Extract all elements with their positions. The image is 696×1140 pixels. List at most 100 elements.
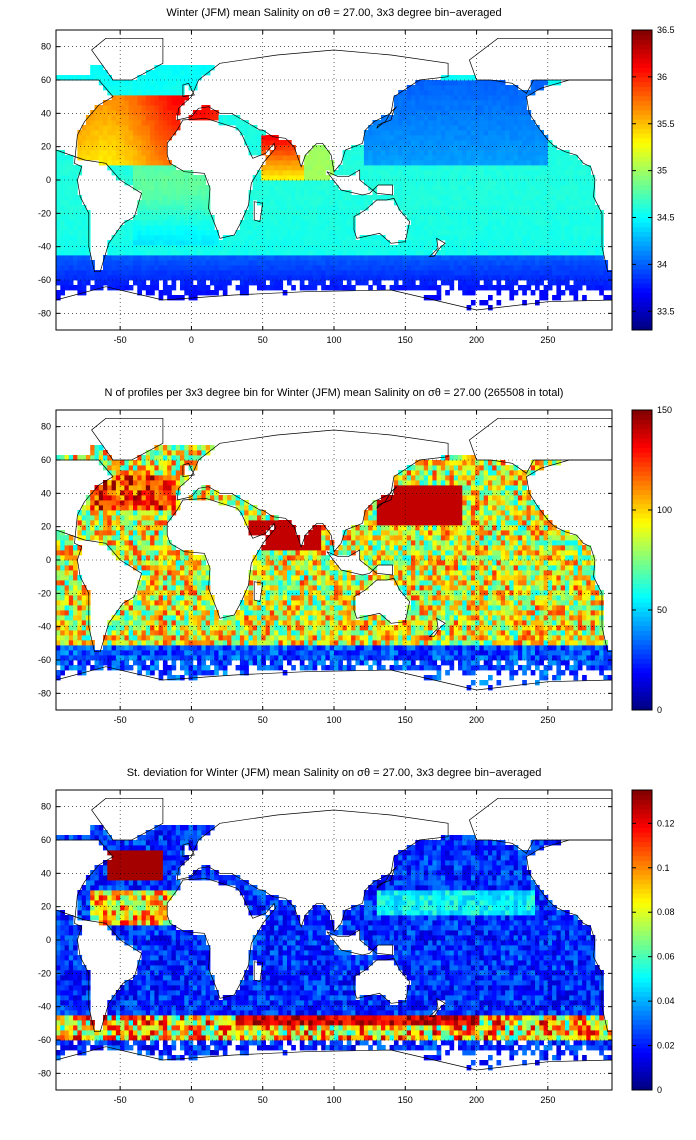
bin-cell	[398, 180, 403, 186]
bin-cell	[569, 290, 574, 296]
bin-cell	[103, 495, 108, 501]
bin-cell	[505, 165, 510, 171]
bin-cell	[73, 215, 78, 221]
bin-cell	[445, 75, 450, 81]
bin-cell	[124, 480, 130, 486]
bin-cell	[81, 260, 87, 266]
bin-cell	[154, 665, 160, 671]
bin-cell	[440, 210, 446, 216]
bin-cell	[257, 270, 262, 276]
bin-cell	[214, 290, 219, 296]
bin-cell	[449, 140, 455, 146]
bin-cell	[329, 200, 335, 206]
bin-cell	[522, 200, 527, 206]
bin-cell	[141, 485, 147, 491]
bin-cell	[85, 140, 91, 146]
bin-cell	[81, 285, 87, 291]
bin-cell	[334, 255, 339, 261]
colorbar-swatch	[632, 292, 652, 298]
bin-cell	[278, 180, 284, 186]
bin-cell	[85, 120, 91, 126]
bin-cell	[543, 205, 549, 211]
bin-cell	[269, 140, 275, 146]
bin-cell	[188, 265, 194, 271]
colorbar-swatch	[632, 39, 652, 45]
bin-cell	[458, 275, 463, 281]
bin-cell	[376, 180, 382, 186]
bin-cell	[239, 120, 245, 126]
bin-cell	[252, 175, 258, 181]
bin-cell	[188, 220, 194, 226]
bin-cell	[227, 275, 232, 281]
bin-cell	[180, 200, 185, 206]
bin-cell	[411, 285, 416, 291]
bin-cell	[145, 530, 151, 536]
bin-cell	[73, 560, 78, 566]
bin-cell	[505, 240, 510, 246]
bin-cell	[346, 165, 352, 171]
bin-cell	[98, 135, 104, 141]
bin-cell	[68, 180, 74, 186]
bin-cell	[154, 500, 160, 506]
bin-cell	[73, 275, 78, 281]
bin-cell	[265, 255, 271, 261]
bin-cell	[77, 275, 83, 281]
bin-cell	[73, 545, 78, 551]
bin-cell	[530, 280, 536, 286]
bin-cell	[218, 240, 224, 246]
bin-cell	[77, 515, 83, 521]
bin-cell	[133, 130, 138, 136]
bin-cell	[145, 230, 151, 236]
bin-cell	[308, 275, 313, 281]
bin-cell	[103, 635, 108, 641]
x-tick-label: 200	[469, 335, 484, 345]
bin-cell	[517, 165, 523, 171]
bin-cell	[128, 170, 134, 176]
bin-cell	[488, 165, 493, 171]
bin-cell	[415, 250, 420, 256]
bin-cell	[582, 235, 587, 241]
bin-cell	[85, 655, 91, 661]
bin-cell	[342, 205, 348, 211]
bin-cell	[308, 270, 313, 276]
bin-cell	[184, 280, 189, 286]
bin-cell	[552, 190, 557, 196]
bin-cell	[547, 140, 553, 146]
bin-cell	[492, 210, 497, 216]
bin-cell	[312, 155, 318, 161]
bin-cell	[150, 590, 155, 596]
bin-cell	[94, 495, 100, 501]
bin-cell	[64, 455, 70, 461]
bin-cell	[141, 535, 147, 541]
bin-cell	[81, 245, 87, 251]
bin-cell	[496, 125, 502, 131]
bin-cell	[265, 220, 271, 226]
bin-cell	[85, 260, 91, 266]
bin-cell	[154, 605, 160, 611]
bin-cell	[565, 205, 570, 211]
bin-cell	[590, 180, 596, 186]
bin-cell	[133, 620, 138, 626]
bin-cell	[398, 185, 403, 191]
bin-cell	[385, 255, 390, 261]
bin-cell	[440, 130, 446, 136]
bin-cell	[141, 210, 147, 216]
bin-cell	[458, 195, 463, 201]
bin-cell	[368, 145, 373, 151]
bin-cell	[522, 220, 527, 226]
bin-cell	[68, 580, 74, 586]
bin-cell	[68, 610, 74, 616]
bin-cell	[210, 110, 215, 116]
bin-cell	[133, 630, 138, 636]
bin-cell	[547, 215, 553, 221]
bin-cell	[406, 130, 412, 136]
bin-cell	[252, 235, 258, 241]
bin-cell	[244, 125, 249, 131]
bin-cell	[124, 625, 130, 631]
bin-cell	[329, 205, 335, 211]
bin-cell	[287, 160, 292, 166]
bin-cell	[299, 235, 305, 241]
bin-cell	[432, 195, 438, 201]
bin-cell	[201, 230, 207, 236]
bin-cell	[462, 290, 467, 296]
